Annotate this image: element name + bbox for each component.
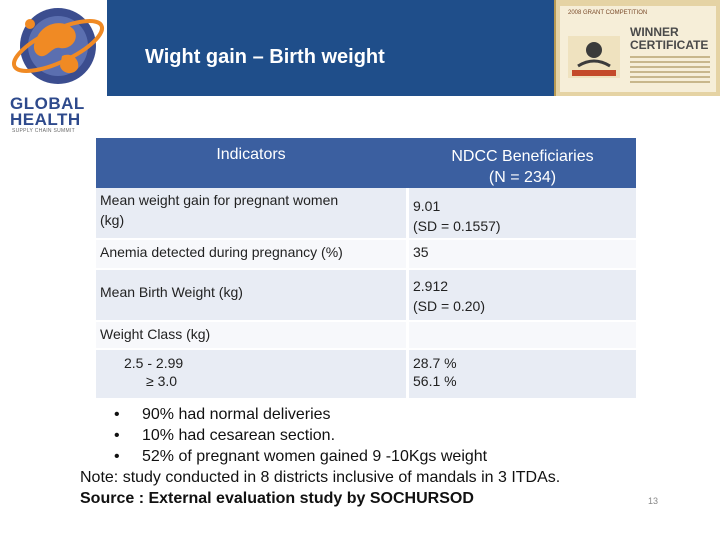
title-banner: Wight gain – Birth weight <box>107 0 554 96</box>
bullet-text: 10% had cesarean section. <box>142 427 336 444</box>
value-text: 35 <box>413 244 429 260</box>
value-text: 2.912 <box>413 278 449 294</box>
indicator-text: Weight Class (kg) <box>100 326 211 342</box>
certificate-heading: WINNER CERTIFICATE <box>630 26 708 52</box>
value-text: 56.1 % <box>413 373 457 389</box>
value-cell <box>409 322 636 350</box>
logo-text-global: GLOBAL <box>10 94 85 113</box>
table-row: Mean weight gain for pregnant women (kg)… <box>96 188 636 240</box>
value-cell: 9.01 (SD = 0.1557) <box>409 188 636 240</box>
indicator-text: Anemia detected during pregnancy (%) <box>100 244 343 260</box>
list-item: • 90% had normal deliveries <box>114 406 331 423</box>
indicator-cell: 2.5 - 2.99 ≥ 3.0 <box>96 350 406 398</box>
value-cell: 28.7 % 56.1 % <box>409 350 636 398</box>
table-row: 2.5 - 2.99 ≥ 3.0 28.7 % 56.1 % <box>96 350 636 398</box>
list-item: • 10% had cesarean section. <box>114 427 336 444</box>
study-note: Note: study conducted in 8 districts inc… <box>80 469 561 486</box>
indicator-text: (kg) <box>100 212 125 228</box>
slide-title: Wight gain – Birth weight <box>145 46 385 68</box>
certificate-emblem <box>568 36 620 78</box>
bullet-text: 52% of pregnant women gained 9 -10Kgs we… <box>142 448 488 465</box>
table-row: Mean Birth Weight (kg) 2.912 (SD = 0.20) <box>96 270 636 322</box>
value-text: (SD = 0.20) <box>413 298 485 314</box>
source-line: Source : External evaluation study by SO… <box>80 490 474 507</box>
page-number: 13 <box>648 496 659 506</box>
global-health-logo: GLOBAL HEALTH SUPPLY CHAIN SUMMIT <box>0 0 107 140</box>
bullet-text: 90% had normal deliveries <box>142 406 331 423</box>
value-cell: 2.912 (SD = 0.20) <box>409 270 636 322</box>
list-item: • 52% of pregnant women gained 9 -10Kgs w… <box>114 448 488 465</box>
value-text: 9.01 <box>413 198 441 214</box>
header-ndcc: NDCC Beneficiaries (N = 234) <box>409 146 636 188</box>
value-text: 28.7 % <box>413 355 457 371</box>
winner-certificate-image: 2008 GRANT COMPETITION WINNER CERTIFICAT… <box>554 0 720 96</box>
globe-icon <box>11 8 105 84</box>
table-header: Indicators NDCC Beneficiaries (N = 234) <box>96 138 636 188</box>
indicator-text: 2.5 - 2.99 <box>124 355 184 371</box>
indicator-text: Mean Birth Weight (kg) <box>100 284 243 300</box>
certificate-heading-line1: WINNER <box>630 25 679 39</box>
indicators-table: Indicators NDCC Beneficiaries (N = 234) … <box>96 138 636 398</box>
notes-section: • 90% had normal deliveries • 10% had cesa… <box>80 404 560 509</box>
header-ndcc-line1: NDCC Beneficiaries <box>451 148 594 165</box>
indicator-cell: Weight Class (kg) <box>96 322 406 350</box>
indicator-cell: Mean Birth Weight (kg) <box>96 270 406 322</box>
table-row: Weight Class (kg) <box>96 322 636 350</box>
certificate-badge: 2008 GRANT COMPETITION <box>568 10 648 16</box>
header-indicators: Indicators <box>216 146 286 163</box>
logo-text-health: HEALTH <box>10 110 81 129</box>
certificate-heading-line2: CERTIFICATE <box>630 38 709 52</box>
indicator-cell: Anemia detected during pregnancy (%) <box>96 240 406 270</box>
header-ndcc-line2: (N = 234) <box>488 169 557 186</box>
indicator-text: ≥ 3.0 <box>146 373 178 389</box>
indicator-cell: Mean weight gain for pregnant women (kg) <box>96 188 406 240</box>
value-text: (SD = 0.1557) <box>413 218 501 234</box>
certificate-text-lines <box>630 56 710 86</box>
logo-text-summit: SUPPLY CHAIN SUMMIT <box>12 128 76 134</box>
indicator-text: Mean weight gain for pregnant women <box>100 192 339 208</box>
value-cell: 35 <box>409 240 636 270</box>
table-row: Anemia detected during pregnancy (%) 35 <box>96 240 636 270</box>
